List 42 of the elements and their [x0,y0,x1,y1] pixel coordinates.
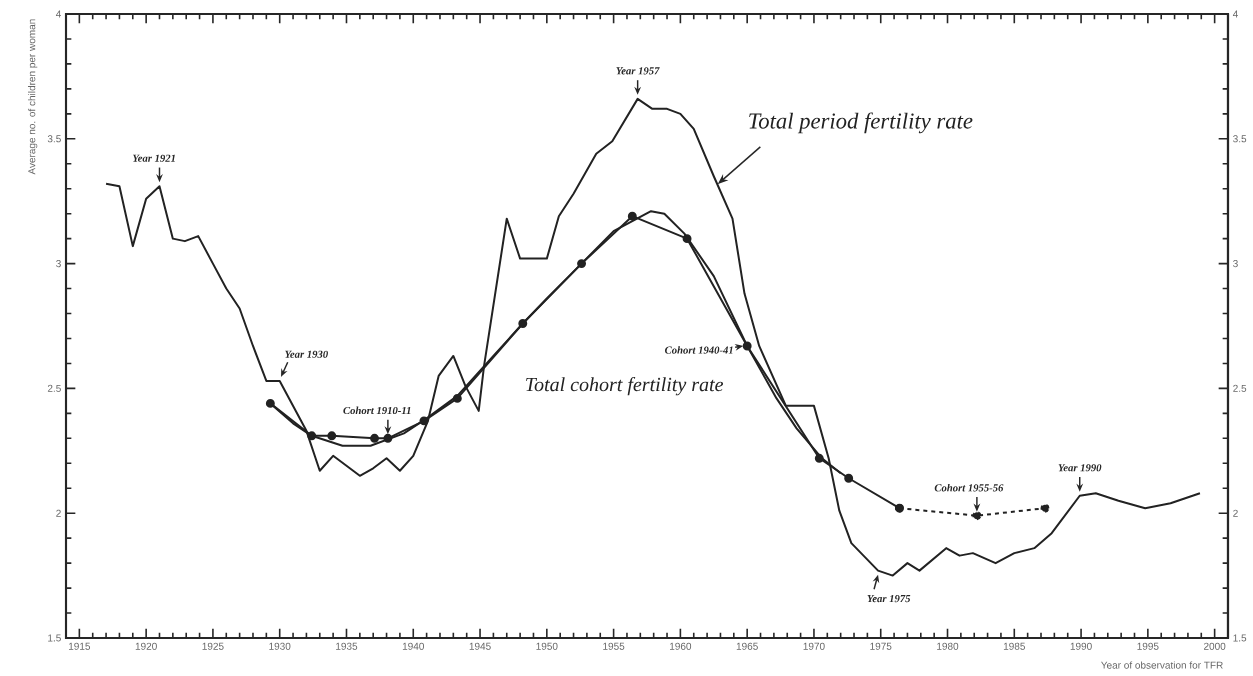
x-tick-label: 1985 [1003,642,1025,650]
x-tick-label: 1940 [402,642,424,650]
y2-tick-label: 3.5 [1233,135,1247,143]
annotation: Cohort 1955-56 [934,483,1004,492]
y-axis-title: Average no. of children per woman [27,19,38,175]
x-tick-label: 1930 [269,642,291,650]
x-tick-label: 1950 [536,642,558,650]
x-tick-label: 1915 [68,642,91,650]
y2-tick-label: 3 [1233,260,1238,268]
x-tick-label: 1955 [603,642,625,650]
y-tick-label: 4 [55,10,61,18]
annotation: Cohort 1910-11 [343,406,411,415]
y-tick-label: 3.5 [47,135,61,143]
x-tick-label: 1995 [1137,642,1159,650]
x-tick-label: 1980 [937,642,959,650]
series-label: Total cohort fertility rate [526,376,724,396]
x-tick-label: 1960 [670,642,692,650]
annotation: Year 1990 [1058,464,1102,472]
x-tick-label: 1970 [803,642,825,650]
annotation: Year 1957 [616,67,660,75]
y-tick-label: 1.5 [48,634,61,642]
x-tick-label: 1990 [1070,642,1092,650]
x-tick-label: 1925 [202,642,224,650]
x-tick-label: 1975 [870,642,892,650]
x-tick-label: 2000 [1204,642,1226,650]
x-axis-title: Year of observation for TFR [1101,661,1223,669]
y-tick-label: 2 [56,509,61,517]
y-tick-label: 3 [56,260,61,268]
text: Total period fertility rate [749,112,973,134]
y2-tick-label: 4 [1232,10,1238,18]
annotation: Year 1921 [132,154,175,162]
y2-tick-label: 2 [1233,509,1238,517]
x-tick-label: 1945 [469,642,491,650]
annotation: Year 1930 [285,350,328,358]
y2-tick-label: 1.5 [1233,634,1247,642]
annotation: Year 1975 [867,595,911,603]
y-tick-label: 2.5 [47,384,61,392]
x-tick-label: 1935 [336,642,358,650]
annotation: Cohort 1940-41 [665,346,733,354]
x-tick-label: 1920 [135,642,157,650]
y2-tick-label: 2.5 [1233,384,1247,392]
x-tick-label: 1965 [736,642,758,650]
